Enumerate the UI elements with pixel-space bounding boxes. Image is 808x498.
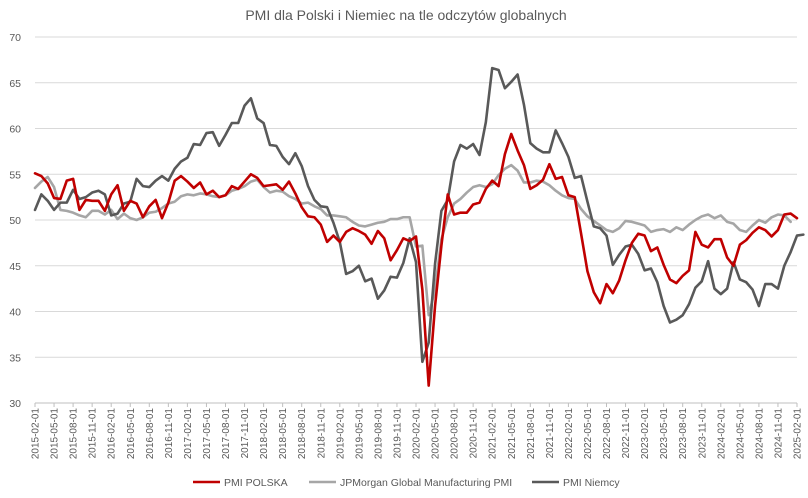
y-tick-label: 55: [9, 169, 21, 181]
x-tick-label: 2023-08-01: [678, 408, 689, 460]
x-tick-label: 2016-02-01: [107, 408, 118, 460]
legend-entry-0: PMI POLSKA: [224, 477, 288, 489]
x-tick-label: 2016-11-01: [164, 408, 175, 459]
x-tick-label: 2023-05-01: [659, 408, 670, 460]
x-tick-label: 2024-05-01: [735, 408, 746, 460]
x-tick-label: 2017-02-01: [183, 408, 194, 460]
y-axis-ticks: 30 35 40 45 50 55 60 65 70: [9, 32, 21, 410]
x-tick-label: 2019-05-01: [354, 408, 365, 460]
x-tick-label: 2024-11-01: [773, 408, 784, 459]
series-line-1: [33, 163, 792, 317]
x-tick-label: 2023-11-01: [697, 408, 708, 459]
x-tick-label: 2018-11-01: [316, 408, 327, 459]
x-tick-label: 2015-11-01: [88, 408, 99, 459]
x-tick-label: 2019-02-01: [335, 408, 346, 460]
x-axis: 2015-02-01 2015-05-01 2015-08-01 2015-11-01…: [31, 402, 804, 460]
x-tick-label: 2015-02-01: [31, 408, 42, 460]
x-tick-label: 2021-02-01: [488, 408, 499, 460]
x-tick-label: 2020-08-01: [450, 408, 461, 460]
x-tick-label: 2016-08-01: [145, 408, 156, 460]
x-tick-label: 2024-08-01: [754, 408, 765, 460]
x-tick-label: 2022-08-01: [602, 408, 613, 460]
x-tick-label: 2017-11-01: [240, 408, 251, 459]
x-tick-label: 2022-02-01: [564, 408, 575, 460]
series-lines: [33, 66, 805, 387]
x-tick-label: 2018-05-01: [278, 408, 289, 460]
x-tick-label: 2020-05-01: [431, 408, 442, 460]
x-tick-label: 2020-11-01: [469, 408, 480, 459]
chart-title: PMI dla Polski i Niemiec na tle odczytów…: [245, 7, 566, 23]
y-tick-label: 40: [9, 307, 21, 319]
x-tick-label: 2023-02-01: [640, 408, 651, 460]
y-tick-label: 45: [9, 261, 21, 273]
y-tick-label: 35: [9, 352, 21, 364]
x-tick-label: 2025-02-01: [793, 408, 804, 460]
x-tick-label: 2016-05-01: [126, 408, 137, 460]
y-tick-label: 70: [9, 32, 21, 44]
y-tick-label: 30: [9, 398, 21, 410]
x-tick-label: 2022-05-01: [583, 408, 594, 460]
x-tick-label: 2019-11-01: [392, 408, 403, 459]
x-tick-label: 2018-02-01: [259, 408, 270, 460]
x-tick-label: 2018-08-01: [297, 408, 308, 460]
x-tick-label: 2019-08-01: [373, 408, 384, 460]
legend: PMI POLSKA JPMorgan Global Manufacturing …: [193, 477, 620, 489]
x-tick-label: 2021-08-01: [526, 408, 537, 460]
series-line-0: [33, 132, 799, 387]
y-tick-label: 50: [9, 215, 21, 227]
x-tick-label: 2021-11-01: [545, 408, 556, 459]
x-tick-label: 2021-05-01: [507, 408, 518, 460]
x-tick-label: 2015-08-01: [69, 408, 80, 460]
legend-entry-2: PMI Niemcy: [563, 477, 620, 489]
y-tick-label: 60: [9, 124, 21, 136]
x-tick-label: 2017-05-01: [202, 408, 213, 460]
y-tick-label: 65: [9, 78, 21, 90]
series-line-2: [33, 66, 805, 364]
x-tick-label: 2022-11-01: [621, 408, 632, 459]
gridlines: [35, 36, 797, 358]
x-tick-label: 2017-08-01: [221, 408, 232, 460]
x-tick-label: 2024-02-01: [716, 408, 727, 460]
x-tick-label: 2015-05-01: [50, 408, 61, 460]
legend-entry-1: JPMorgan Global Manufacturing PMI: [340, 477, 512, 489]
x-tick-label: 2020-02-01: [412, 408, 423, 460]
